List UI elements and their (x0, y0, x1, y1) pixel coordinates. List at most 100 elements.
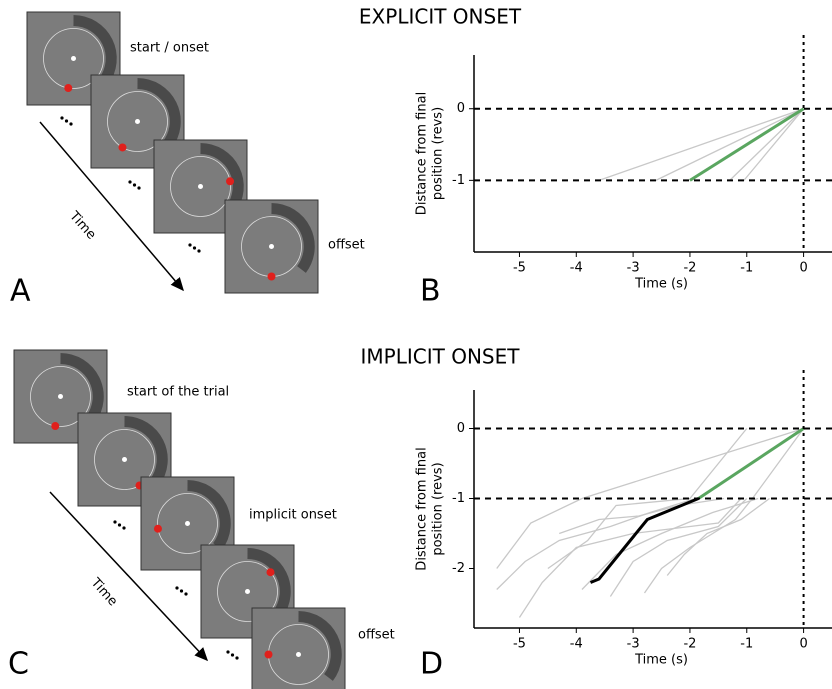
ellipsis-dot (69, 122, 73, 126)
data-line (547, 428, 748, 570)
y-axis-label: Distance from final (415, 447, 430, 570)
dial-ring (217, 561, 278, 622)
data-line (689, 107, 805, 182)
dial-ring (94, 429, 155, 490)
x-tick-label: -1 (740, 261, 753, 276)
axis-label: Time (66, 208, 99, 242)
y-axis-label: position (revs) (431, 107, 446, 200)
step-label: implicit onset (249, 508, 337, 523)
x-axis-label: Time (s) (634, 653, 688, 668)
step-label: start / onset (130, 41, 209, 56)
data-line (666, 497, 770, 576)
screen (26, 11, 121, 106)
ellipsis-dot (64, 119, 69, 123)
ellipsis-dot (175, 586, 179, 590)
data-line (729, 108, 805, 181)
screen (140, 476, 235, 571)
dial-ring (43, 28, 104, 89)
y-tick-label: -1 (452, 173, 465, 188)
x-tick-label: -5 (513, 637, 526, 652)
dial-arc (60, 353, 104, 423)
x-tick-label: -3 (627, 637, 640, 652)
screen (224, 199, 319, 294)
ellipsis-dot (137, 186, 141, 190)
y-tick-label: 0 (457, 101, 465, 116)
center-dot (185, 521, 190, 526)
dial-ring (30, 366, 91, 427)
ellipsis-dot (197, 249, 201, 253)
data-line (589, 497, 700, 584)
dial-ring (157, 493, 218, 554)
ellipsis-dot (192, 246, 197, 250)
x-tick-label: -2 (683, 637, 696, 652)
center-dot (269, 244, 274, 249)
data-line (643, 428, 805, 594)
dial-arc (73, 15, 117, 85)
ellipsis-dot (113, 520, 117, 524)
panel-label: D (420, 647, 443, 682)
data-line (609, 498, 748, 597)
center-dot (198, 184, 203, 189)
cursor-dot (226, 177, 235, 186)
cursor-dot (118, 143, 127, 152)
panel-label: A (10, 274, 31, 309)
ellipsis-dot (184, 592, 188, 596)
ellipsis-dot (179, 589, 184, 593)
data-line (655, 108, 804, 181)
ellipsis-dot (60, 116, 64, 120)
dial-arc (298, 611, 342, 681)
screen (251, 607, 346, 689)
ellipsis-dot (128, 180, 132, 184)
step-label: offset (328, 238, 365, 253)
x-tick-label: 0 (799, 261, 807, 276)
axis-label: Time (87, 575, 120, 609)
time-arrow (39, 121, 184, 292)
center-dot (296, 652, 301, 657)
panel-label: C (8, 647, 29, 682)
dial-arc (187, 480, 231, 550)
x-tick-label: -1 (740, 637, 753, 652)
y-tick-label: 0 (457, 421, 465, 436)
ellipsis-dot (230, 653, 235, 657)
y-axis-label: position (revs) (431, 462, 446, 555)
data-line (496, 427, 804, 569)
y-tick-label: -2 (452, 561, 465, 576)
cursor-dot (264, 650, 273, 659)
cursor-dot (266, 568, 275, 577)
chart-title: EXPLICIT ONSET (359, 5, 522, 29)
ellipsis-dot (235, 656, 239, 660)
x-tick-label: 0 (799, 637, 807, 652)
cursor-dot (51, 422, 60, 431)
data-line (518, 498, 742, 618)
cursor-dot (267, 272, 276, 281)
data-line (496, 497, 696, 590)
x-tick-label: -4 (570, 261, 583, 276)
data-line (581, 497, 759, 590)
center-dot (135, 119, 140, 124)
step-label: offset (358, 628, 395, 643)
center-dot (245, 589, 250, 594)
center-dot (58, 394, 63, 399)
ellipsis-dot (226, 650, 230, 654)
x-axis-label: Time (s) (634, 277, 688, 292)
cursor-dot (153, 524, 162, 533)
dial-ring (107, 91, 168, 152)
cursor-dot (64, 84, 73, 93)
y-axis-label: Distance from final (415, 92, 430, 215)
ellipsis-dot (122, 526, 126, 530)
chart-title: IMPLICIT ONSET (361, 345, 521, 369)
x-tick-label: -5 (513, 261, 526, 276)
center-dot (122, 457, 127, 462)
panel-label: B (420, 274, 441, 309)
x-tick-label: -3 (627, 261, 640, 276)
data-line (559, 497, 725, 535)
x-tick-label: -2 (683, 261, 696, 276)
ellipsis-dot (132, 183, 137, 187)
dial-arc (247, 548, 291, 618)
data-line (598, 108, 804, 181)
step-label: start of the trial (127, 385, 229, 400)
ellipsis-dot (117, 523, 122, 527)
time-arrow (49, 491, 209, 662)
